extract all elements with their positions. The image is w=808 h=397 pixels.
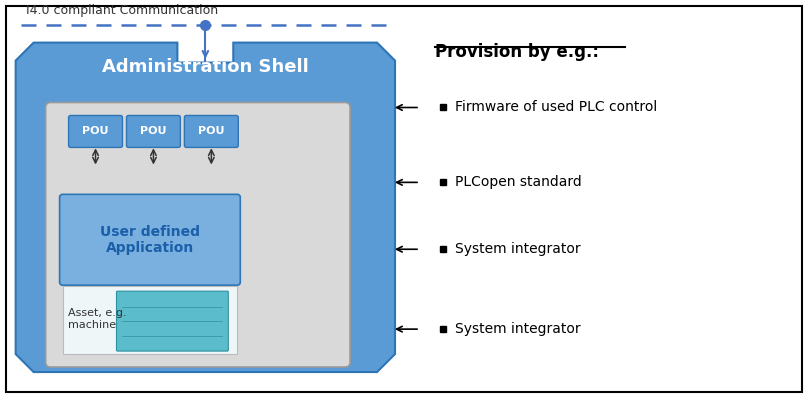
FancyBboxPatch shape	[45, 102, 350, 367]
Text: System integrator: System integrator	[455, 242, 580, 256]
Text: POU: POU	[82, 127, 109, 137]
FancyBboxPatch shape	[69, 116, 123, 147]
FancyBboxPatch shape	[184, 116, 238, 147]
Text: PLCopen standard: PLCopen standard	[455, 175, 582, 189]
Polygon shape	[15, 42, 395, 372]
FancyBboxPatch shape	[127, 116, 180, 147]
FancyBboxPatch shape	[60, 195, 240, 285]
Text: Asset, e.g.
machine: Asset, e.g. machine	[68, 308, 126, 330]
Text: POU: POU	[198, 127, 225, 137]
Text: POU: POU	[140, 127, 166, 137]
Text: Administration Shell: Administration Shell	[102, 58, 309, 75]
Bar	[62, 286, 238, 354]
Text: User defined
Application: User defined Application	[100, 225, 200, 255]
Text: System integrator: System integrator	[455, 322, 580, 336]
FancyBboxPatch shape	[116, 291, 229, 351]
Text: Provision by e.g.:: Provision by e.g.:	[435, 42, 599, 61]
Text: Firmware of used PLC control: Firmware of used PLC control	[455, 100, 657, 114]
Text: I4.0 compliant Communication: I4.0 compliant Communication	[26, 4, 218, 17]
